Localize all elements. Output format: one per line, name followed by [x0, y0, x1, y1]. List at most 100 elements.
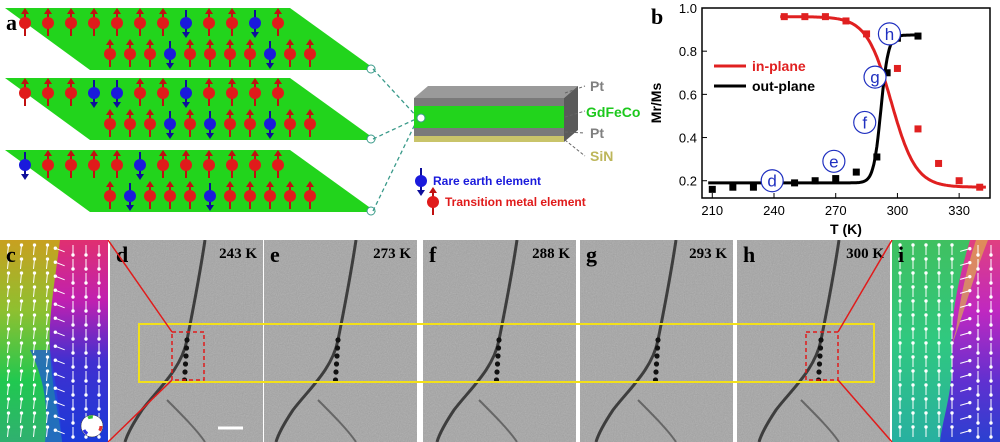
- vbl-dot: [181, 377, 188, 383]
- layer-label-gdfeco: GdFeCo: [586, 104, 640, 120]
- vbl-dot: [817, 345, 824, 351]
- data-point-in-plane: [780, 13, 788, 21]
- annotation-circle: [863, 65, 887, 89]
- vbl-dot: [815, 377, 822, 383]
- x-tick-label: 240: [763, 203, 785, 218]
- spin-texture-map-c: c: [0, 240, 108, 442]
- vbl-dot: [654, 353, 660, 359]
- vbl-dot: [184, 337, 190, 343]
- annotation-circle: [877, 22, 902, 46]
- panel-label-b: b: [651, 4, 663, 29]
- y-tick-label: 0.6: [679, 87, 697, 102]
- annotation-label: d: [767, 172, 776, 191]
- annotation-label: f: [862, 113, 867, 132]
- temperature-label: 273 K: [373, 246, 411, 262]
- vbl-dot: [494, 361, 501, 367]
- vbl-dot: [335, 337, 341, 343]
- vbl-dot: [334, 345, 341, 351]
- plot-frame: [701, 7, 991, 199]
- vbl-dot: [653, 361, 660, 367]
- data-point-in-plane: [914, 125, 922, 133]
- vbl-dot: [496, 337, 502, 343]
- data-point-in-plane: [842, 17, 850, 25]
- connector-line: [372, 117, 419, 140]
- x-axis-label: T (K): [830, 221, 862, 237]
- legend-label-in-plane: in-plane: [752, 58, 806, 74]
- vbl-dot: [493, 377, 500, 383]
- data-point-in-plane: [935, 159, 943, 167]
- vbl-dot: [816, 369, 822, 375]
- panel-label-d: d: [116, 242, 129, 267]
- y-tick-label: 0.8: [679, 44, 697, 59]
- data-point-out-plane: [811, 177, 819, 185]
- vbl-dot: [182, 369, 188, 375]
- temperature-label: 243 K: [219, 246, 257, 262]
- vbl-dot: [333, 361, 340, 367]
- vbl-dot: [495, 353, 501, 359]
- data-point-in-plane: [955, 177, 963, 185]
- annotation-circle: [822, 149, 846, 173]
- data-point-out-plane: [852, 168, 860, 176]
- vbl-dot: [333, 369, 339, 375]
- annotation-label: g: [870, 68, 879, 87]
- vbl-dot: [495, 345, 502, 351]
- vbl-dot: [653, 369, 659, 375]
- connector-line: [372, 68, 419, 119]
- vbl-dot: [182, 361, 189, 367]
- legend-rare-earth: Rare earth element: [433, 174, 541, 188]
- spin-texture-map-i: i: [892, 240, 1000, 442]
- temperature-label: 293 K: [689, 246, 727, 262]
- panel-label-e: e: [270, 242, 280, 267]
- data-point-in-plane: [801, 13, 809, 21]
- vbl-dot: [816, 361, 823, 367]
- y-tick-label: 1.0: [679, 1, 697, 16]
- mr-ms-chart: b 210 240 270 300 330 0.2 0.4 0.6 0.8 1.0 T (K) Mr/…: [648, 1, 991, 237]
- vbl-dot: [654, 345, 661, 351]
- panel-label-i: i: [898, 242, 905, 267]
- x-tick-label: 210: [701, 203, 723, 218]
- temperature-label: 288 K: [532, 246, 570, 262]
- rare-earth-symbol: [414, 167, 428, 197]
- annotation-circle: [760, 169, 784, 193]
- annotation-label: e: [829, 152, 838, 171]
- fit-curve-out-plane: [708, 33, 921, 185]
- vbl-dot: [652, 377, 659, 383]
- vbl-dot: [494, 369, 500, 375]
- y-axis-label: Mr/Ms: [648, 83, 664, 124]
- data-point-out-plane: [749, 183, 757, 191]
- panel-label-c: c: [6, 242, 16, 267]
- layer-label-sin: SiN: [590, 148, 613, 164]
- layer-stack: [414, 85, 586, 157]
- tem-image-h: h 300 K: [737, 240, 890, 442]
- vbl-dot: [655, 337, 661, 343]
- connector-line: [372, 117, 419, 212]
- annotation-circle: [853, 110, 877, 135]
- data-point-out-plane: [708, 185, 716, 193]
- data-point-in-plane: [976, 183, 984, 191]
- data-point-out-plane: [873, 153, 881, 161]
- tem-image-e: e 273 K: [264, 240, 417, 442]
- data-point-out-plane: [791, 179, 799, 187]
- tem-image-g: g 293 K: [580, 240, 733, 442]
- vbl-dot: [183, 345, 190, 351]
- vbl-dot: [818, 337, 824, 343]
- tem-image-d: d 243 K: [110, 240, 263, 442]
- annotation-label: h: [885, 25, 894, 44]
- layer-label-pt-bottom: Pt: [590, 125, 604, 141]
- data-point-in-plane: [893, 64, 901, 72]
- panel-label-f: f: [429, 242, 437, 267]
- vbl-dot: [332, 377, 339, 383]
- schematic-panel: Pt GdFeCo Pt SiN Rare earth element Tran…: [5, 7, 640, 216]
- panel-label-a: a: [6, 10, 17, 35]
- x-tick-label: 270: [825, 203, 847, 218]
- transition-metal-symbol: [426, 186, 440, 216]
- y-tick-label: 0.4: [679, 131, 697, 146]
- legend-label-out-plane: out-plane: [752, 78, 815, 94]
- tem-image-f: f 288 K: [423, 240, 576, 442]
- x-tick-label: 330: [948, 203, 970, 218]
- temperature-label: 300 K: [846, 246, 884, 262]
- panel-label-h: h: [743, 242, 756, 267]
- data-point-in-plane: [821, 13, 829, 21]
- y-tick-label: 0.2: [679, 174, 697, 189]
- data-point-in-plane: [863, 30, 871, 38]
